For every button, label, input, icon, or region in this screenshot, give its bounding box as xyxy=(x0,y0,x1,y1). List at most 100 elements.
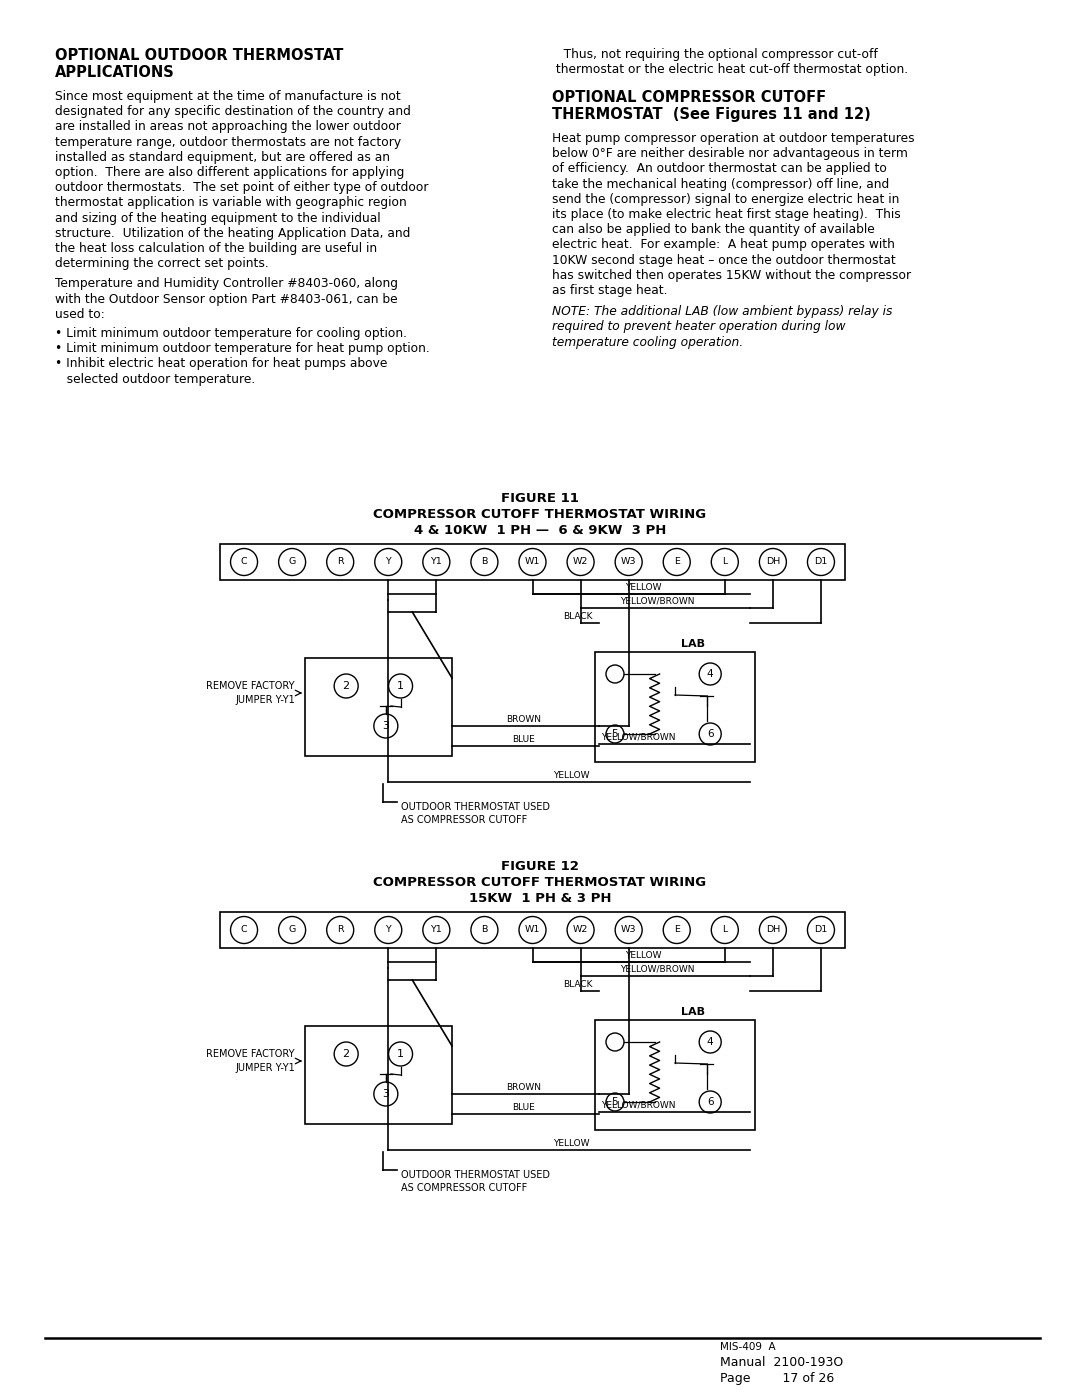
Text: take the mechanical heating (compressor) off line, and: take the mechanical heating (compressor)… xyxy=(552,177,889,190)
Text: 6: 6 xyxy=(707,729,714,739)
Text: electric heat.  For example:  A heat pump operates with: electric heat. For example: A heat pump … xyxy=(552,239,895,251)
Text: can also be applied to bank the quantity of available: can also be applied to bank the quantity… xyxy=(552,224,875,236)
Text: Y1: Y1 xyxy=(431,557,442,567)
Text: structure.  Utilization of the heating Application Data, and: structure. Utilization of the heating Ap… xyxy=(55,226,410,240)
Circle shape xyxy=(326,916,353,943)
Text: BLACK: BLACK xyxy=(564,612,593,622)
Text: YELLOW: YELLOW xyxy=(625,583,662,592)
Text: FIGURE 12: FIGURE 12 xyxy=(501,861,579,873)
Bar xyxy=(305,1025,453,1125)
Text: D1: D1 xyxy=(814,925,827,935)
Circle shape xyxy=(375,549,402,576)
Bar xyxy=(220,912,845,949)
Text: YELLOW: YELLOW xyxy=(625,951,662,960)
Text: 4: 4 xyxy=(707,1037,714,1046)
Circle shape xyxy=(567,549,594,576)
Text: Y: Y xyxy=(386,925,391,935)
Text: 15KW  1 PH & 3 PH: 15KW 1 PH & 3 PH xyxy=(469,893,611,905)
Text: Since most equipment at the time of manufacture is not: Since most equipment at the time of manu… xyxy=(55,89,401,103)
Text: 3: 3 xyxy=(382,1090,390,1099)
Text: Manual  2100-193O: Manual 2100-193O xyxy=(720,1356,843,1369)
Text: designated for any specific destination of the country and: designated for any specific destination … xyxy=(55,105,410,119)
Text: required to prevent heater operation during low: required to prevent heater operation dur… xyxy=(552,320,846,334)
Text: Heat pump compressor operation at outdoor temperatures: Heat pump compressor operation at outdoo… xyxy=(552,131,915,145)
Circle shape xyxy=(389,1042,413,1066)
Text: 4: 4 xyxy=(707,669,714,679)
Circle shape xyxy=(279,916,306,943)
Text: B: B xyxy=(482,557,487,567)
Circle shape xyxy=(616,916,643,943)
Text: C: C xyxy=(241,557,247,567)
Text: YELLOW: YELLOW xyxy=(553,771,590,780)
Text: YELLOW/BROWN: YELLOW/BROWN xyxy=(621,597,696,606)
Text: W3: W3 xyxy=(621,557,636,567)
Circle shape xyxy=(699,664,721,685)
Text: YELLOW/BROWN: YELLOW/BROWN xyxy=(600,733,675,742)
Circle shape xyxy=(606,1032,624,1051)
Text: installed as standard equipment, but are offered as an: installed as standard equipment, but are… xyxy=(55,151,390,163)
Text: COMPRESSOR CUTOFF THERMOSTAT WIRING: COMPRESSOR CUTOFF THERMOSTAT WIRING xyxy=(374,509,706,521)
Text: 6: 6 xyxy=(707,1097,714,1106)
Circle shape xyxy=(808,549,835,576)
Text: option.  There are also different applications for applying: option. There are also different applica… xyxy=(55,166,404,179)
Circle shape xyxy=(759,916,786,943)
Text: as first stage heat.: as first stage heat. xyxy=(552,284,667,298)
Text: YELLOW/BROWN: YELLOW/BROWN xyxy=(621,965,696,974)
Text: YELLOW: YELLOW xyxy=(553,1139,590,1148)
Text: COMPRESSOR CUTOFF THERMOSTAT WIRING: COMPRESSOR CUTOFF THERMOSTAT WIRING xyxy=(374,876,706,888)
Text: G: G xyxy=(288,557,296,567)
Text: Page        17 of 26: Page 17 of 26 xyxy=(720,1372,834,1384)
Text: 4 & 10KW  1 PH —  6 & 9KW  3 PH: 4 & 10KW 1 PH — 6 & 9KW 3 PH xyxy=(414,524,666,536)
Text: 5: 5 xyxy=(611,729,619,739)
Text: THERMOSTAT  (See Figures 11 and 12): THERMOSTAT (See Figures 11 and 12) xyxy=(552,108,870,122)
Text: B: B xyxy=(482,925,487,935)
Text: • Inhibit electric heat operation for heat pumps above: • Inhibit electric heat operation for he… xyxy=(55,358,388,370)
Text: BROWN: BROWN xyxy=(507,715,541,724)
Circle shape xyxy=(375,916,402,943)
Circle shape xyxy=(519,916,546,943)
Circle shape xyxy=(808,916,835,943)
Text: thermostat application is variable with geographic region: thermostat application is variable with … xyxy=(55,197,407,210)
Text: D1: D1 xyxy=(814,557,827,567)
Text: FIGURE 11: FIGURE 11 xyxy=(501,492,579,504)
Text: 5: 5 xyxy=(611,1097,619,1106)
Text: W3: W3 xyxy=(621,925,636,935)
Text: NOTE: The additional LAB (low ambient bypass) relay is: NOTE: The additional LAB (low ambient by… xyxy=(552,305,892,319)
Circle shape xyxy=(230,916,257,943)
Text: R: R xyxy=(337,925,343,935)
Circle shape xyxy=(759,549,786,576)
Circle shape xyxy=(712,549,739,576)
Circle shape xyxy=(712,916,739,943)
Circle shape xyxy=(423,549,450,576)
Text: W1: W1 xyxy=(525,557,540,567)
Text: send the (compressor) signal to energize electric heat in: send the (compressor) signal to energize… xyxy=(552,193,900,205)
Circle shape xyxy=(519,549,546,576)
Circle shape xyxy=(567,916,594,943)
Text: 1: 1 xyxy=(397,680,404,692)
Text: W2: W2 xyxy=(572,925,589,935)
Text: its place (to make electric heat first stage heating).  This: its place (to make electric heat first s… xyxy=(552,208,901,221)
Text: outdoor thermostats.  The set point of either type of outdoor: outdoor thermostats. The set point of ei… xyxy=(55,182,429,194)
Circle shape xyxy=(374,1083,397,1106)
Text: are installed in areas not approaching the lower outdoor: are installed in areas not approaching t… xyxy=(55,120,401,133)
Text: G: G xyxy=(288,925,296,935)
Text: BLACK: BLACK xyxy=(564,981,593,989)
Circle shape xyxy=(471,549,498,576)
Circle shape xyxy=(279,549,306,576)
Text: W2: W2 xyxy=(572,557,589,567)
Text: Temperature and Humidity Controller #8403-060, along: Temperature and Humidity Controller #840… xyxy=(55,278,399,291)
Text: YELLOW/BROWN: YELLOW/BROWN xyxy=(600,1101,675,1111)
Circle shape xyxy=(663,916,690,943)
Bar xyxy=(220,543,845,580)
Text: L: L xyxy=(723,557,728,567)
Text: of efficiency.  An outdoor thermostat can be applied to: of efficiency. An outdoor thermostat can… xyxy=(552,162,887,176)
Circle shape xyxy=(663,549,690,576)
Text: 1: 1 xyxy=(397,1049,404,1059)
Circle shape xyxy=(334,673,359,698)
Text: • Limit minimum outdoor temperature for cooling option.: • Limit minimum outdoor temperature for … xyxy=(55,327,407,339)
Text: 10KW second stage heat – once the outdoor thermostat: 10KW second stage heat – once the outdoo… xyxy=(552,254,895,267)
Text: thermostat or the electric heat cut-off thermostat option.: thermostat or the electric heat cut-off … xyxy=(552,63,908,75)
Text: C: C xyxy=(241,925,247,935)
Text: OUTDOOR THERMOSTAT USED
AS COMPRESSOR CUTOFF: OUTDOOR THERMOSTAT USED AS COMPRESSOR CU… xyxy=(402,802,551,826)
Text: E: E xyxy=(674,557,679,567)
